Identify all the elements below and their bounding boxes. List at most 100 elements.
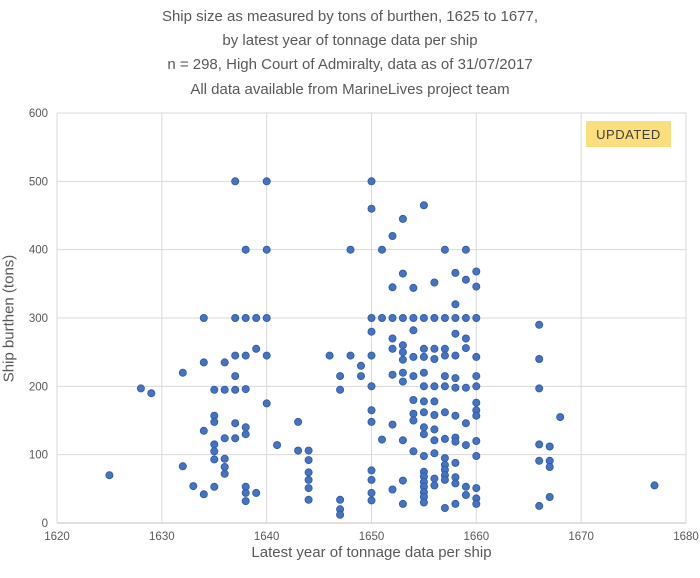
data-point <box>535 501 544 510</box>
data-point <box>325 351 334 360</box>
data-point <box>556 413 565 422</box>
data-point <box>545 492 554 501</box>
data-point <box>388 313 397 322</box>
data-point <box>294 417 303 426</box>
data-point <box>367 466 376 475</box>
y-tick-label: 0 <box>42 518 48 530</box>
data-point <box>220 385 229 394</box>
y-tick-label: 500 <box>29 176 48 188</box>
data-point <box>210 447 219 456</box>
data-point <box>409 372 418 381</box>
data-point <box>440 372 449 381</box>
data-point <box>241 430 250 439</box>
data-point <box>199 313 208 322</box>
data-point <box>430 449 439 458</box>
data-point <box>650 481 659 490</box>
data-point <box>199 490 208 499</box>
data-point <box>440 475 449 484</box>
data-point <box>241 423 250 432</box>
data-point <box>451 383 460 392</box>
y-tick-label: 100 <box>29 450 48 462</box>
data-point <box>367 475 376 484</box>
data-point <box>419 344 428 353</box>
data-point <box>388 370 397 379</box>
data-point <box>231 177 240 186</box>
data-point <box>398 341 407 350</box>
data-point <box>367 488 376 497</box>
data-point <box>409 283 418 292</box>
data-point <box>346 245 355 254</box>
data-point <box>356 372 365 381</box>
data-point <box>451 300 460 309</box>
data-point <box>430 397 439 406</box>
x-tick-label: 1640 <box>254 531 280 543</box>
data-point <box>409 326 418 335</box>
x-tick-label: 1650 <box>359 531 385 543</box>
data-point <box>545 462 554 471</box>
x-tick-label: 1660 <box>464 531 490 543</box>
data-point <box>472 398 481 407</box>
data-point <box>398 476 407 485</box>
data-point <box>262 245 271 254</box>
data-point <box>419 382 428 391</box>
updated-badge: UPDATED <box>586 121 671 147</box>
data-point <box>346 351 355 360</box>
data-point <box>388 420 397 429</box>
data-point <box>178 368 187 377</box>
data-point <box>419 313 428 322</box>
data-point <box>472 267 481 276</box>
data-point <box>398 214 407 223</box>
data-point <box>398 269 407 278</box>
data-point <box>430 344 439 353</box>
data-point <box>451 313 460 322</box>
x-tick-label: 1620 <box>44 531 70 543</box>
data-point <box>388 231 397 240</box>
data-point <box>398 377 407 386</box>
data-point <box>451 374 460 383</box>
data-point <box>147 389 156 398</box>
data-point <box>461 245 470 254</box>
data-point <box>419 368 428 377</box>
data-point <box>136 384 145 393</box>
data-point <box>388 283 397 292</box>
data-point <box>430 382 439 391</box>
data-point <box>430 481 439 490</box>
data-point <box>377 245 386 254</box>
data-point <box>231 313 240 322</box>
data-point <box>461 441 470 450</box>
data-point <box>367 204 376 213</box>
data-point <box>430 436 439 445</box>
chart-title-line-3: n = 298, High Court of Admiralty, data a… <box>167 56 533 73</box>
data-point <box>451 268 460 277</box>
data-point <box>440 382 449 391</box>
data-point <box>451 351 460 360</box>
data-point <box>472 484 481 493</box>
data-point <box>430 410 439 419</box>
data-point <box>189 482 198 491</box>
data-point <box>220 469 229 478</box>
x-tick-label: 1680 <box>673 531 699 543</box>
data-point <box>430 425 439 434</box>
data-point <box>367 496 376 505</box>
data-point <box>231 372 240 381</box>
data-point <box>304 475 313 484</box>
data-point <box>220 462 229 471</box>
data-point <box>461 419 470 428</box>
y-tick-label: 600 <box>29 108 48 120</box>
data-point <box>178 462 187 471</box>
data-point <box>377 435 386 444</box>
data-point <box>367 351 376 360</box>
data-point <box>199 426 208 435</box>
data-point <box>220 358 229 367</box>
data-point <box>241 313 250 322</box>
data-point <box>210 482 219 491</box>
data-point <box>367 382 376 391</box>
data-point <box>472 313 481 322</box>
data-point <box>304 446 313 455</box>
data-point <box>367 417 376 426</box>
data-point <box>472 499 481 508</box>
x-tick-label: 1630 <box>149 531 175 543</box>
data-point <box>409 352 418 361</box>
